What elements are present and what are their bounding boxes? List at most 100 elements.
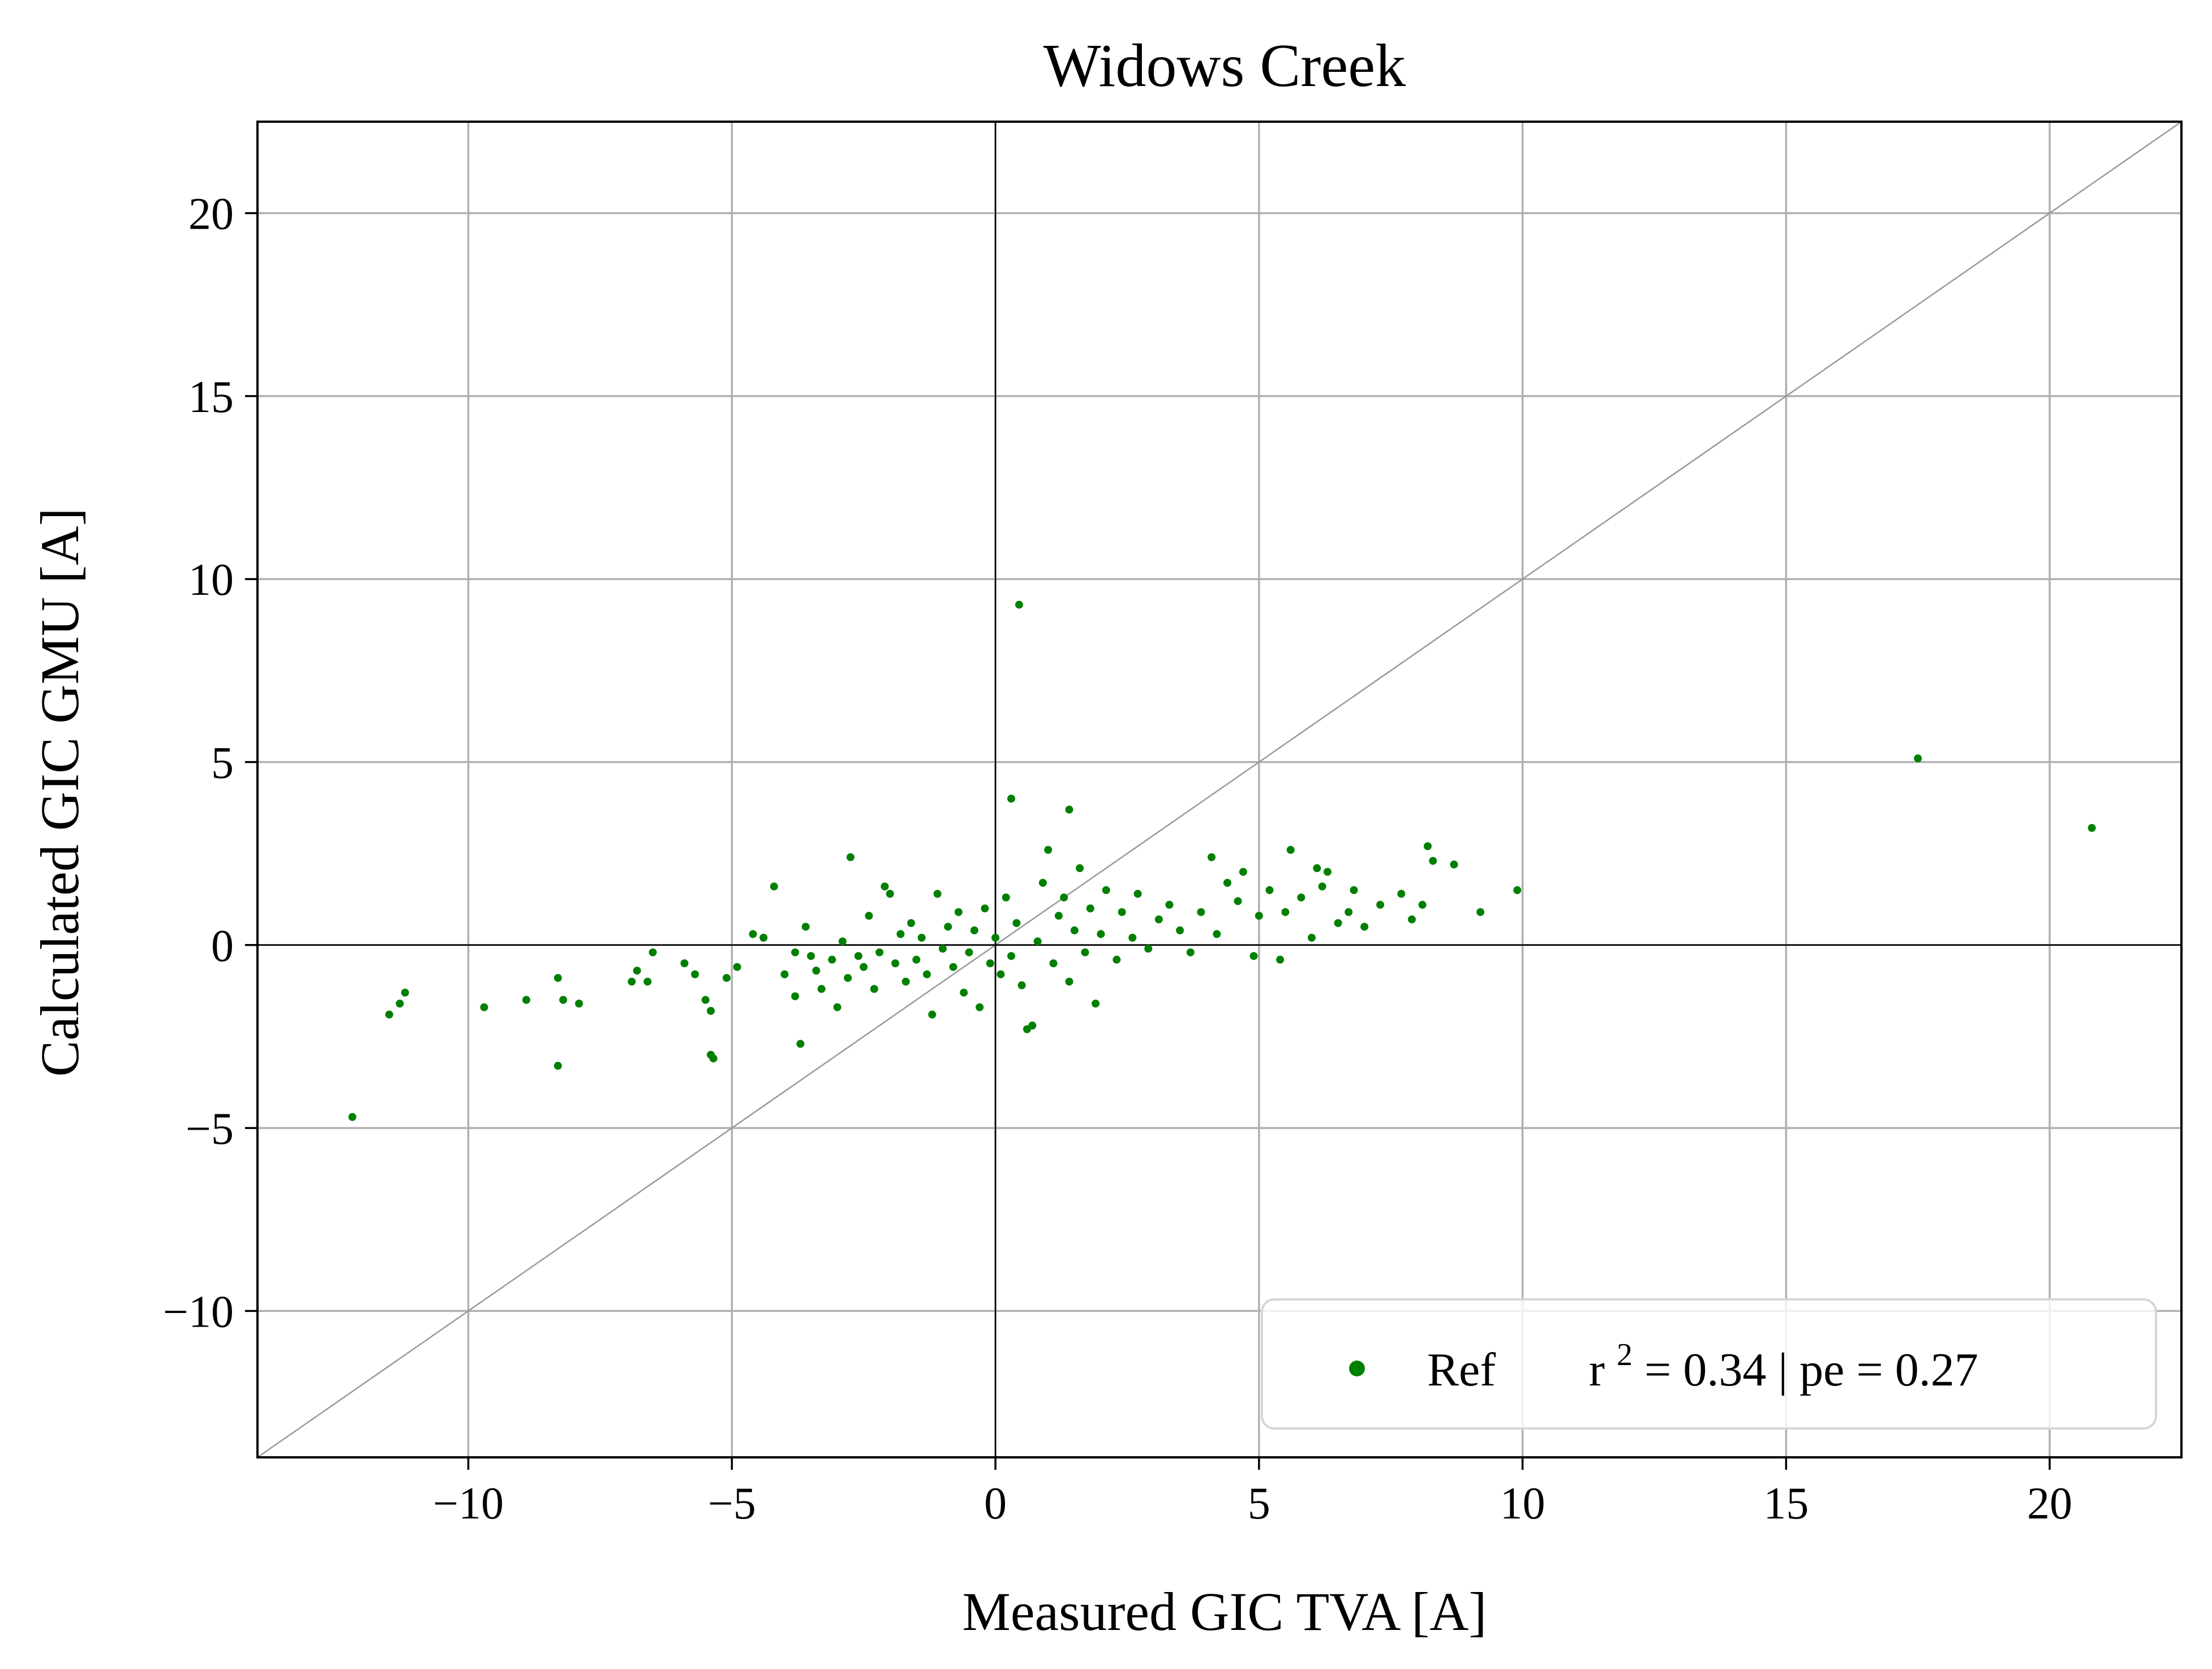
data-point: [907, 919, 916, 927]
legend-marker-ref: [1349, 1361, 1365, 1376]
data-point: [385, 1010, 393, 1019]
identity-line: [257, 121, 2182, 1458]
data-point: [846, 853, 854, 861]
data-point: [522, 996, 531, 1004]
data-point: [986, 959, 994, 968]
data-point: [981, 904, 989, 913]
y-tick-label: −5: [186, 1104, 234, 1154]
data-point: [480, 1003, 488, 1011]
data-point: [1397, 890, 1406, 898]
y-tick-label: 10: [188, 555, 234, 605]
data-point: [870, 985, 878, 993]
data-point: [791, 992, 800, 1001]
data-point: [1255, 912, 1263, 920]
data-point: [901, 977, 910, 986]
data-point: [1186, 948, 1195, 956]
data-point: [812, 967, 821, 975]
data-point: [928, 1010, 937, 1019]
data-point: [1376, 900, 1385, 909]
data-point: [1208, 853, 1216, 861]
legend-stats-text: = 0.34 | pe = 0.27: [1644, 1344, 1978, 1396]
y-axis-ticks: −10 −5 0 5 10 15 20: [163, 190, 257, 1337]
data-point: [1028, 1022, 1037, 1030]
x-tick-label: 0: [984, 1479, 1007, 1529]
y-tick-label: 15: [188, 372, 234, 422]
data-point: [844, 973, 852, 982]
data-point: [791, 948, 800, 956]
data-point: [1345, 908, 1353, 916]
data-point: [1308, 933, 1316, 942]
y-tick-label: 5: [211, 739, 234, 788]
data-point: [759, 933, 768, 942]
data-points: [348, 600, 2096, 1121]
data-point: [917, 933, 926, 942]
data-point: [854, 952, 862, 960]
data-point: [1276, 955, 1285, 964]
data-point: [1017, 981, 1026, 989]
data-point: [997, 970, 1005, 979]
x-axis-ticks: −10 −5 0 5 10 15 20: [433, 1457, 2072, 1529]
data-point: [896, 930, 905, 938]
data-point: [796, 1040, 805, 1048]
data-point: [965, 948, 973, 956]
data-point: [2088, 823, 2096, 832]
data-point: [960, 988, 968, 997]
data-point: [1144, 945, 1153, 953]
data-point: [1286, 846, 1295, 854]
data-point: [1118, 908, 1126, 916]
data-point: [1038, 878, 1047, 887]
data-point: [1281, 908, 1290, 916]
x-tick-label: 5: [1248, 1479, 1270, 1529]
data-point: [749, 930, 757, 938]
data-point: [1197, 908, 1205, 916]
data-point: [886, 890, 894, 898]
data-point: [875, 948, 884, 956]
data-point: [970, 926, 978, 934]
data-point: [553, 1062, 562, 1070]
data-point: [933, 890, 942, 898]
data-point: [1350, 886, 1358, 894]
data-point: [1097, 930, 1105, 938]
identity-line-group: [257, 121, 2182, 1458]
y-tick-label: −10: [163, 1287, 234, 1337]
x-tick-label: −10: [433, 1479, 504, 1529]
data-point: [643, 977, 652, 986]
data-point: [1065, 977, 1073, 986]
data-point: [1092, 999, 1100, 1008]
data-point: [1033, 937, 1042, 946]
y-tick-label: 20: [188, 190, 234, 239]
data-point: [1081, 948, 1089, 956]
data-point: [1265, 886, 1274, 894]
data-point: [1418, 900, 1427, 909]
x-tick-label: 20: [2027, 1479, 2072, 1529]
data-point: [1102, 886, 1110, 894]
data-point: [944, 923, 952, 931]
data-point: [1323, 868, 1332, 876]
data-point: [801, 923, 810, 931]
data-point: [559, 996, 568, 1004]
data-point: [1015, 600, 1024, 609]
data-point: [348, 1113, 357, 1121]
data-point: [1002, 893, 1010, 902]
data-point: [954, 908, 963, 916]
data-point: [1334, 919, 1342, 927]
data-point: [817, 985, 826, 993]
data-point: [770, 882, 778, 891]
data-point: [1054, 912, 1063, 920]
data-point: [628, 977, 636, 986]
data-point: [1165, 900, 1174, 909]
data-point: [1429, 857, 1437, 865]
data-point: [1476, 908, 1485, 916]
data-point: [828, 955, 836, 964]
y-axis-label: Calculated GIC GMU [A]: [29, 508, 90, 1076]
data-point: [923, 970, 931, 979]
data-point: [833, 1003, 841, 1011]
data-point: [691, 970, 699, 979]
data-point: [1234, 897, 1242, 906]
data-point: [1914, 754, 1922, 763]
data-point: [1318, 882, 1326, 891]
data-point: [1313, 864, 1321, 873]
data-point: [1513, 886, 1522, 894]
data-point: [1360, 923, 1369, 931]
